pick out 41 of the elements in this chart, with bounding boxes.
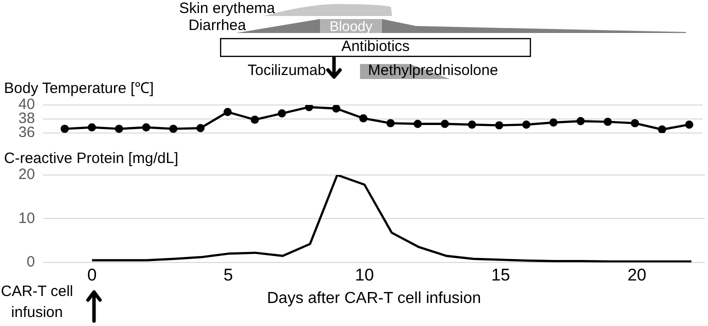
x-tick-label: 15 — [491, 265, 510, 284]
point — [169, 124, 178, 133]
x-tick-label: 20 — [627, 265, 646, 284]
point — [604, 118, 612, 126]
text: CAR-T cell infusion — [0, 282, 74, 323]
point — [522, 120, 530, 129]
point — [114, 124, 124, 133]
point — [88, 123, 96, 132]
point — [576, 117, 585, 126]
y-axis-title: Body Temperature [℃] — [4, 80, 154, 97]
point — [250, 116, 259, 124]
point — [196, 124, 205, 132]
point — [224, 108, 232, 116]
text: Tocilizumab — [248, 62, 326, 80]
text: Bloody — [320, 17, 382, 35]
text: Methylprednisolone — [368, 62, 498, 80]
point — [630, 119, 640, 128]
text: Diarrhea — [188, 17, 246, 35]
point — [142, 123, 150, 132]
point — [549, 118, 558, 127]
point — [414, 120, 422, 128]
point — [359, 114, 368, 122]
point — [60, 124, 69, 133]
text: Skin erythema — [179, 0, 275, 18]
point — [685, 120, 694, 129]
point — [468, 120, 476, 129]
y-tick-label: 0 — [26, 254, 35, 271]
x-tick-label: 0 — [87, 265, 97, 284]
x-axis-title: Days after CAR-T cell infusion — [267, 290, 481, 307]
point — [386, 119, 395, 128]
y-axis-title: C-reactive Protein [mg/dL] — [4, 150, 178, 167]
point — [304, 105, 314, 112]
x-tick-label: 5 — [224, 265, 233, 284]
x-tick-label: 10 — [355, 265, 374, 284]
point — [495, 121, 504, 130]
point — [658, 125, 666, 133]
point — [332, 105, 340, 113]
point — [440, 120, 449, 128]
y-tick-label: 10 — [18, 210, 35, 227]
y-tick-label: 20 — [18, 166, 35, 184]
point — [278, 109, 286, 118]
